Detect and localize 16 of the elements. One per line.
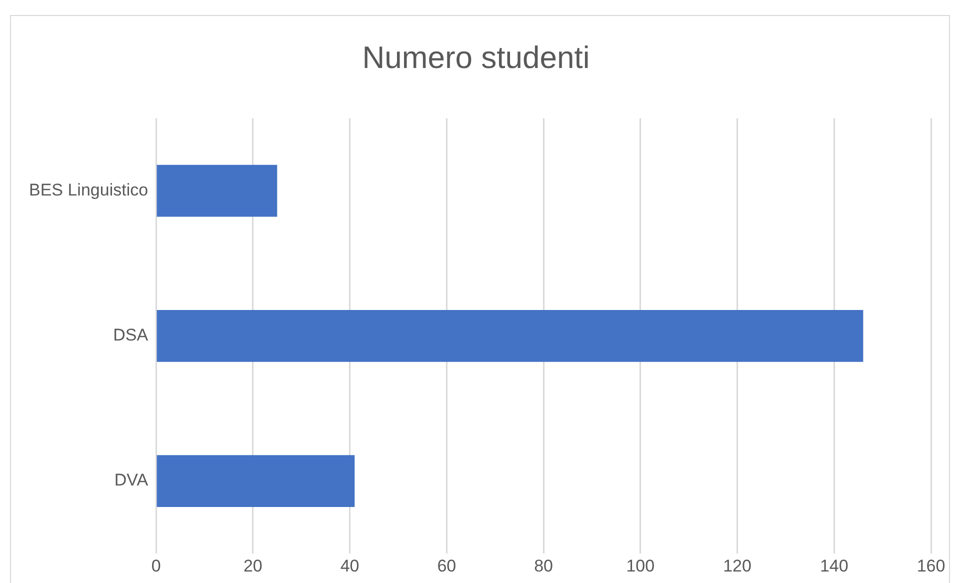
bar	[156, 455, 355, 507]
y-tick-label: DVA	[114, 470, 149, 490]
x-tick-label: 160	[916, 556, 946, 576]
x-tick-label: 40	[340, 556, 360, 576]
chart-title: Numero studenti	[362, 40, 590, 76]
bar	[156, 310, 864, 362]
x-tick-label: 0	[151, 556, 161, 576]
x-tick-label: 140	[820, 556, 848, 576]
bar	[156, 164, 278, 217]
x-tick-label: 80	[534, 556, 553, 576]
x-tick-label: 100	[626, 556, 655, 576]
y-tick-label: BES Linguistico	[28, 180, 148, 200]
y-tick-label: DSA	[113, 326, 149, 345]
x-tick-label: 20	[243, 556, 262, 576]
x-tick-label: 60	[437, 556, 456, 576]
x-tick-label: 120	[723, 556, 752, 576]
